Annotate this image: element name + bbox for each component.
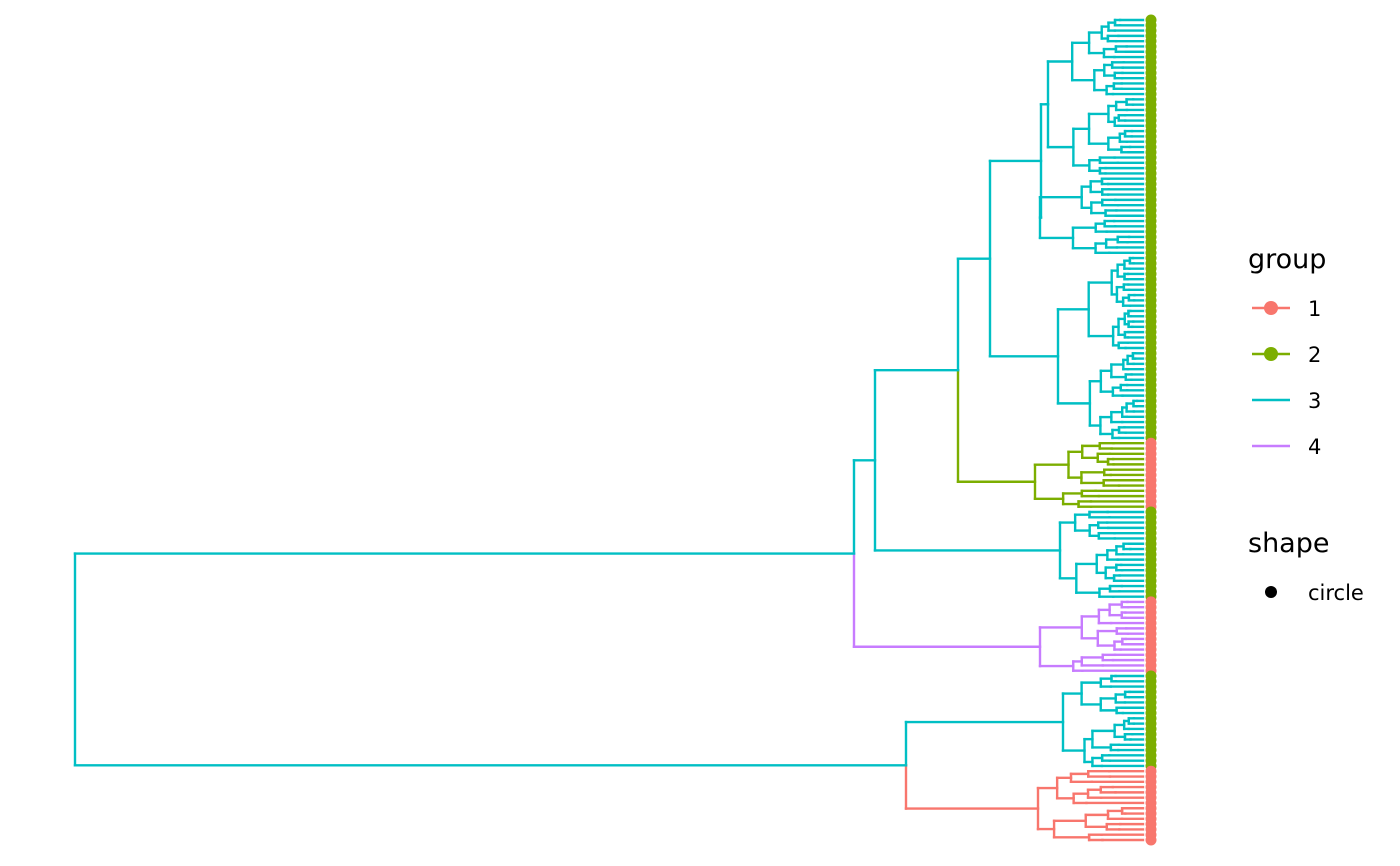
legend-group-entries: 1 2 3 4 (1252, 297, 1321, 459)
legend-group-entry-4: 4 (1252, 435, 1321, 459)
legend-group: group 1 2 3 4 (1248, 244, 1326, 459)
legend-group-key-point-1 (1264, 301, 1278, 315)
legend-shape-key-point-circle (1265, 586, 1277, 598)
legend-group-entry-3: 3 (1252, 389, 1321, 413)
tip-point-156 (1145, 834, 1157, 846)
legend-shape-label-circle: circle (1308, 581, 1364, 605)
legend-shape-entries: circle (1265, 581, 1364, 605)
legend-group-entry-1: 1 (1252, 297, 1321, 321)
legend-group-label-1: 1 (1308, 297, 1321, 321)
legend-shape-title: shape (1248, 528, 1329, 559)
legend: group 1 2 3 4 shape circle (1248, 244, 1364, 605)
legend-group-key-point-2 (1264, 347, 1278, 361)
legend-group-label-3: 3 (1308, 389, 1321, 413)
legend-group-label-2: 2 (1308, 343, 1321, 367)
legend-group-title: group (1248, 244, 1326, 275)
legend-group-label-4: 4 (1308, 435, 1321, 459)
legend-shape: shape circle (1248, 528, 1364, 605)
legend-shape-entry-circle: circle (1265, 581, 1364, 605)
tree-layer (73, 14, 1157, 846)
legend-group-entry-2: 2 (1252, 343, 1321, 367)
